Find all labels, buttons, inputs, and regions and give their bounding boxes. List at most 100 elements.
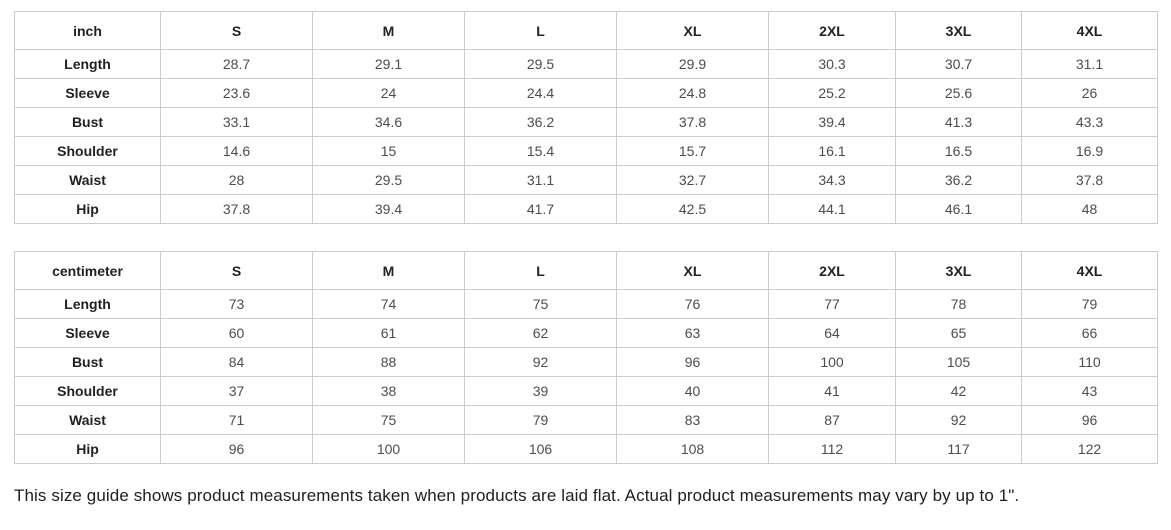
measurement-value-cell: 39.4 (768, 107, 896, 137)
measurement-value-cell: 14.6 (160, 136, 313, 166)
measurement-value-cell: 30.3 (768, 49, 896, 79)
size-header-cell: S (160, 11, 313, 50)
table-row: Waist 28 29.5 31.1 32.7 34.3 36.2 37.8 (14, 165, 1158, 195)
measurement-value-cell: 88 (312, 347, 465, 377)
measurement-value-cell: 79 (464, 405, 617, 435)
measurement-value-cell: 37.8 (616, 107, 769, 137)
size-header-cell: L (464, 251, 617, 290)
measurement-value-cell: 43 (1021, 376, 1158, 406)
size-table-centimeter: centimeter S M L XL 2XL 3XL 4XL Length 73 74 75 76 7… (14, 251, 1158, 464)
measurement-value-cell: 75 (464, 289, 617, 319)
measurement-value-cell: 100 (768, 347, 896, 377)
measurement-label-cell: Bust (14, 107, 161, 137)
measurement-value-cell: 108 (616, 434, 769, 464)
measurement-value-cell: 26 (1021, 78, 1158, 108)
measurement-value-cell: 25.2 (768, 78, 896, 108)
measurement-value-cell: 96 (616, 347, 769, 377)
measurement-value-cell: 112 (768, 434, 896, 464)
measurement-value-cell: 24.4 (464, 78, 617, 108)
table-row: Hip 96 100 106 108 112 117 122 (14, 434, 1158, 464)
size-header-cell: XL (616, 251, 769, 290)
size-header-cell: 2XL (768, 251, 896, 290)
table-row: Sleeve 23.6 24 24.4 24.8 25.2 25.6 26 (14, 78, 1158, 108)
measurement-value-cell: 106 (464, 434, 617, 464)
measurement-value-cell: 42 (895, 376, 1022, 406)
table-row: Hip 37.8 39.4 41.7 42.5 44.1 46.1 48 (14, 194, 1158, 224)
measurement-value-cell: 75 (312, 405, 465, 435)
measurement-value-cell: 15 (312, 136, 465, 166)
measurement-value-cell: 15.7 (616, 136, 769, 166)
measurement-value-cell: 39.4 (312, 194, 465, 224)
table-row: Waist 71 75 79 83 87 92 96 (14, 405, 1158, 435)
measurement-value-cell: 48 (1021, 194, 1158, 224)
measurement-value-cell: 15.4 (464, 136, 617, 166)
measurement-value-cell: 30.7 (895, 49, 1022, 79)
measurement-value-cell: 24 (312, 78, 465, 108)
measurement-value-cell: 117 (895, 434, 1022, 464)
unit-header-cell: inch (14, 11, 161, 50)
table-row: Sleeve 60 61 62 63 64 65 66 (14, 318, 1158, 348)
size-header-cell: 4XL (1021, 11, 1158, 50)
measurement-value-cell: 29.1 (312, 49, 465, 79)
measurement-value-cell: 31.1 (1021, 49, 1158, 79)
size-table-header-row: centimeter S M L XL 2XL 3XL 4XL (14, 251, 1158, 290)
measurement-value-cell: 34.6 (312, 107, 465, 137)
unit-header-cell: centimeter (14, 251, 161, 290)
measurement-label-cell: Bust (14, 347, 161, 377)
table-row: Length 28.7 29.1 29.5 29.9 30.3 30.7 31.1 (14, 49, 1158, 79)
measurement-label-cell: Sleeve (14, 78, 161, 108)
measurement-label-cell: Waist (14, 165, 161, 195)
measurement-value-cell: 40 (616, 376, 769, 406)
table-row: Shoulder 14.6 15 15.4 15.7 16.1 16.5 16.9 (14, 136, 1158, 166)
size-guide-note: This size guide shows product measuremen… (14, 486, 1020, 505)
measurement-label-cell: Length (14, 49, 161, 79)
table-row: Bust 84 88 92 96 100 105 110 (14, 347, 1158, 377)
measurement-value-cell: 29.5 (312, 165, 465, 195)
measurement-value-cell: 84 (160, 347, 313, 377)
measurement-value-cell: 41.3 (895, 107, 1022, 137)
size-header-cell: M (312, 251, 465, 290)
measurement-value-cell: 16.9 (1021, 136, 1158, 166)
measurement-value-cell: 61 (312, 318, 465, 348)
size-table-header-row: inch S M L XL 2XL 3XL 4XL (14, 11, 1158, 50)
size-header-cell: 3XL (895, 251, 1022, 290)
measurement-value-cell: 29.5 (464, 49, 617, 79)
measurement-value-cell: 16.1 (768, 136, 896, 166)
size-header-cell: 4XL (1021, 251, 1158, 290)
size-header-cell: XL (616, 11, 769, 50)
measurement-value-cell: 34.3 (768, 165, 896, 195)
table-row: Shoulder 37 38 39 40 41 42 43 (14, 376, 1158, 406)
size-table-inch: inch S M L XL 2XL 3XL 4XL Length 28.7 29.1 29.5 29.… (14, 11, 1158, 224)
measurement-value-cell: 16.5 (895, 136, 1022, 166)
measurement-value-cell: 46.1 (895, 194, 1022, 224)
measurement-value-cell: 110 (1021, 347, 1158, 377)
measurement-value-cell: 39 (464, 376, 617, 406)
measurement-label-cell: Sleeve (14, 318, 161, 348)
measurement-value-cell: 96 (1021, 405, 1158, 435)
measurement-value-cell: 63 (616, 318, 769, 348)
measurement-value-cell: 74 (312, 289, 465, 319)
table-row: Length 73 74 75 76 77 78 79 (14, 289, 1158, 319)
measurement-value-cell: 66 (1021, 318, 1158, 348)
measurement-value-cell: 38 (312, 376, 465, 406)
measurement-value-cell: 28 (160, 165, 313, 195)
size-header-cell: 3XL (895, 11, 1022, 50)
measurement-value-cell: 31.1 (464, 165, 617, 195)
measurement-value-cell: 96 (160, 434, 313, 464)
measurement-value-cell: 122 (1021, 434, 1158, 464)
measurement-value-cell: 83 (616, 405, 769, 435)
measurement-value-cell: 71 (160, 405, 313, 435)
measurement-value-cell: 43.3 (1021, 107, 1158, 137)
measurement-value-cell: 79 (1021, 289, 1158, 319)
measurement-value-cell: 87 (768, 405, 896, 435)
measurement-value-cell: 60 (160, 318, 313, 348)
measurement-label-cell: Shoulder (14, 136, 161, 166)
table-row: Bust 33.1 34.6 36.2 37.8 39.4 41.3 43.3 (14, 107, 1158, 137)
measurement-value-cell: 77 (768, 289, 896, 319)
measurement-value-cell: 44.1 (768, 194, 896, 224)
measurement-value-cell: 25.6 (895, 78, 1022, 108)
measurement-value-cell: 100 (312, 434, 465, 464)
measurement-value-cell: 24.8 (616, 78, 769, 108)
size-guide: inch S M L XL 2XL 3XL 4XL Length 28.7 29.1 29.5 29.… (14, 11, 1158, 505)
measurement-value-cell: 42.5 (616, 194, 769, 224)
